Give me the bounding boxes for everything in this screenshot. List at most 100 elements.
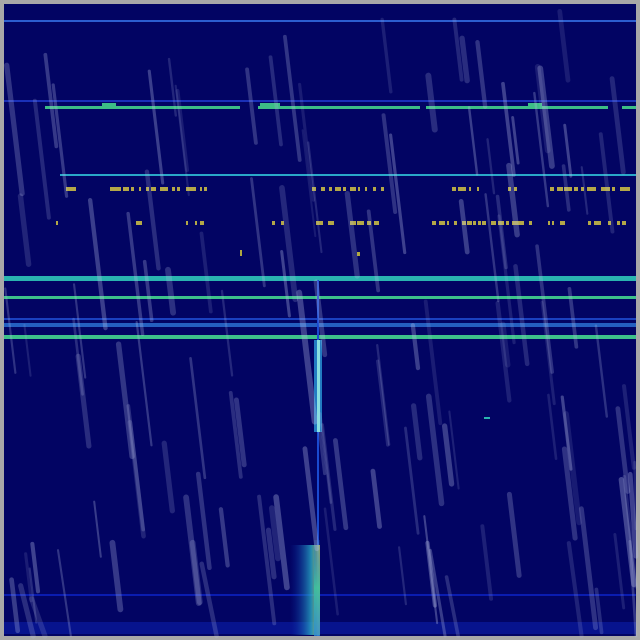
dash xyxy=(358,187,360,191)
rain-streak xyxy=(381,113,398,214)
dash xyxy=(204,187,207,191)
dash xyxy=(512,221,516,225)
rain-streak xyxy=(501,81,516,177)
rain-streak xyxy=(627,471,639,559)
rain-streak xyxy=(283,34,302,162)
rain-streak xyxy=(30,541,41,594)
band xyxy=(528,103,542,106)
rain-streak xyxy=(199,231,213,314)
dash xyxy=(617,221,620,225)
dash xyxy=(587,187,593,191)
band xyxy=(260,103,280,106)
blip xyxy=(357,252,360,256)
rain-streak xyxy=(594,324,609,418)
dash xyxy=(620,187,625,191)
rain-streak xyxy=(174,84,190,197)
dash xyxy=(320,221,323,225)
dash xyxy=(588,221,591,225)
rain-streak xyxy=(376,359,390,447)
rain-streak xyxy=(425,540,438,608)
rain-streak xyxy=(268,505,281,562)
dash xyxy=(568,187,572,191)
dash xyxy=(192,187,196,191)
rain-streak xyxy=(302,446,320,552)
dash-row xyxy=(56,221,626,225)
dash xyxy=(625,187,630,191)
rain-streak xyxy=(127,420,146,539)
rain-streak xyxy=(28,567,38,624)
dash xyxy=(506,221,509,225)
band xyxy=(45,106,240,109)
rain-streak xyxy=(441,423,455,487)
rain-streak xyxy=(233,397,247,468)
rain-streak xyxy=(376,343,391,446)
rain-streak xyxy=(165,266,177,316)
rain-streak xyxy=(411,403,423,461)
rain-streak xyxy=(280,250,291,318)
dash xyxy=(498,221,504,225)
band xyxy=(426,106,608,109)
rain-streak xyxy=(563,411,582,526)
dash xyxy=(312,187,316,191)
rain-streak xyxy=(480,524,494,601)
signal-line xyxy=(317,280,319,636)
rain-streak xyxy=(189,356,207,480)
rain-streak xyxy=(580,166,589,215)
dash xyxy=(329,187,332,191)
dash xyxy=(365,187,367,191)
dash xyxy=(281,221,284,225)
dash xyxy=(622,221,626,225)
rain-streak xyxy=(144,169,161,271)
rain-streak xyxy=(93,500,102,558)
dash xyxy=(473,221,476,225)
rain-streak xyxy=(307,141,323,254)
rain-streak xyxy=(175,89,190,172)
dash xyxy=(350,221,356,225)
rain-streak xyxy=(425,72,438,133)
rain-streak xyxy=(318,431,327,476)
rain-streak xyxy=(183,494,202,606)
dash xyxy=(439,221,445,225)
rain-streak xyxy=(268,55,283,147)
dash xyxy=(469,187,471,191)
band xyxy=(4,100,636,102)
dash xyxy=(56,221,58,225)
rain-streak xyxy=(425,393,445,507)
rain-streak xyxy=(228,390,243,479)
rain-streak xyxy=(4,62,25,197)
rain-streak xyxy=(333,438,349,531)
rain-streak xyxy=(161,440,175,514)
dash xyxy=(452,187,456,191)
band xyxy=(4,323,636,327)
dash xyxy=(605,187,610,191)
rain-streak xyxy=(398,546,408,606)
rain-streak xyxy=(313,279,328,358)
rain-streak xyxy=(56,549,72,638)
rain-streak xyxy=(167,57,178,117)
blip xyxy=(484,417,490,419)
rain-streak xyxy=(459,35,470,84)
dash xyxy=(478,221,481,225)
rain-streak xyxy=(578,506,599,631)
dash xyxy=(601,187,606,191)
rain-streak xyxy=(484,193,500,303)
rain-streak xyxy=(296,289,318,425)
dash xyxy=(200,221,204,225)
dash xyxy=(335,187,341,191)
rain-streak xyxy=(513,264,530,367)
rain-streak xyxy=(622,474,638,589)
rain-streak xyxy=(609,76,626,175)
dash xyxy=(328,221,334,225)
dash xyxy=(151,187,156,191)
rain-streak xyxy=(18,583,36,639)
dash xyxy=(560,221,565,225)
rain-streak xyxy=(23,323,32,377)
dash xyxy=(139,187,141,191)
dash xyxy=(514,187,517,191)
rain-streak xyxy=(452,17,464,82)
dash xyxy=(374,221,379,225)
dash xyxy=(432,221,436,225)
dash xyxy=(516,221,522,225)
dash xyxy=(381,187,384,191)
rain-layer xyxy=(4,9,639,639)
